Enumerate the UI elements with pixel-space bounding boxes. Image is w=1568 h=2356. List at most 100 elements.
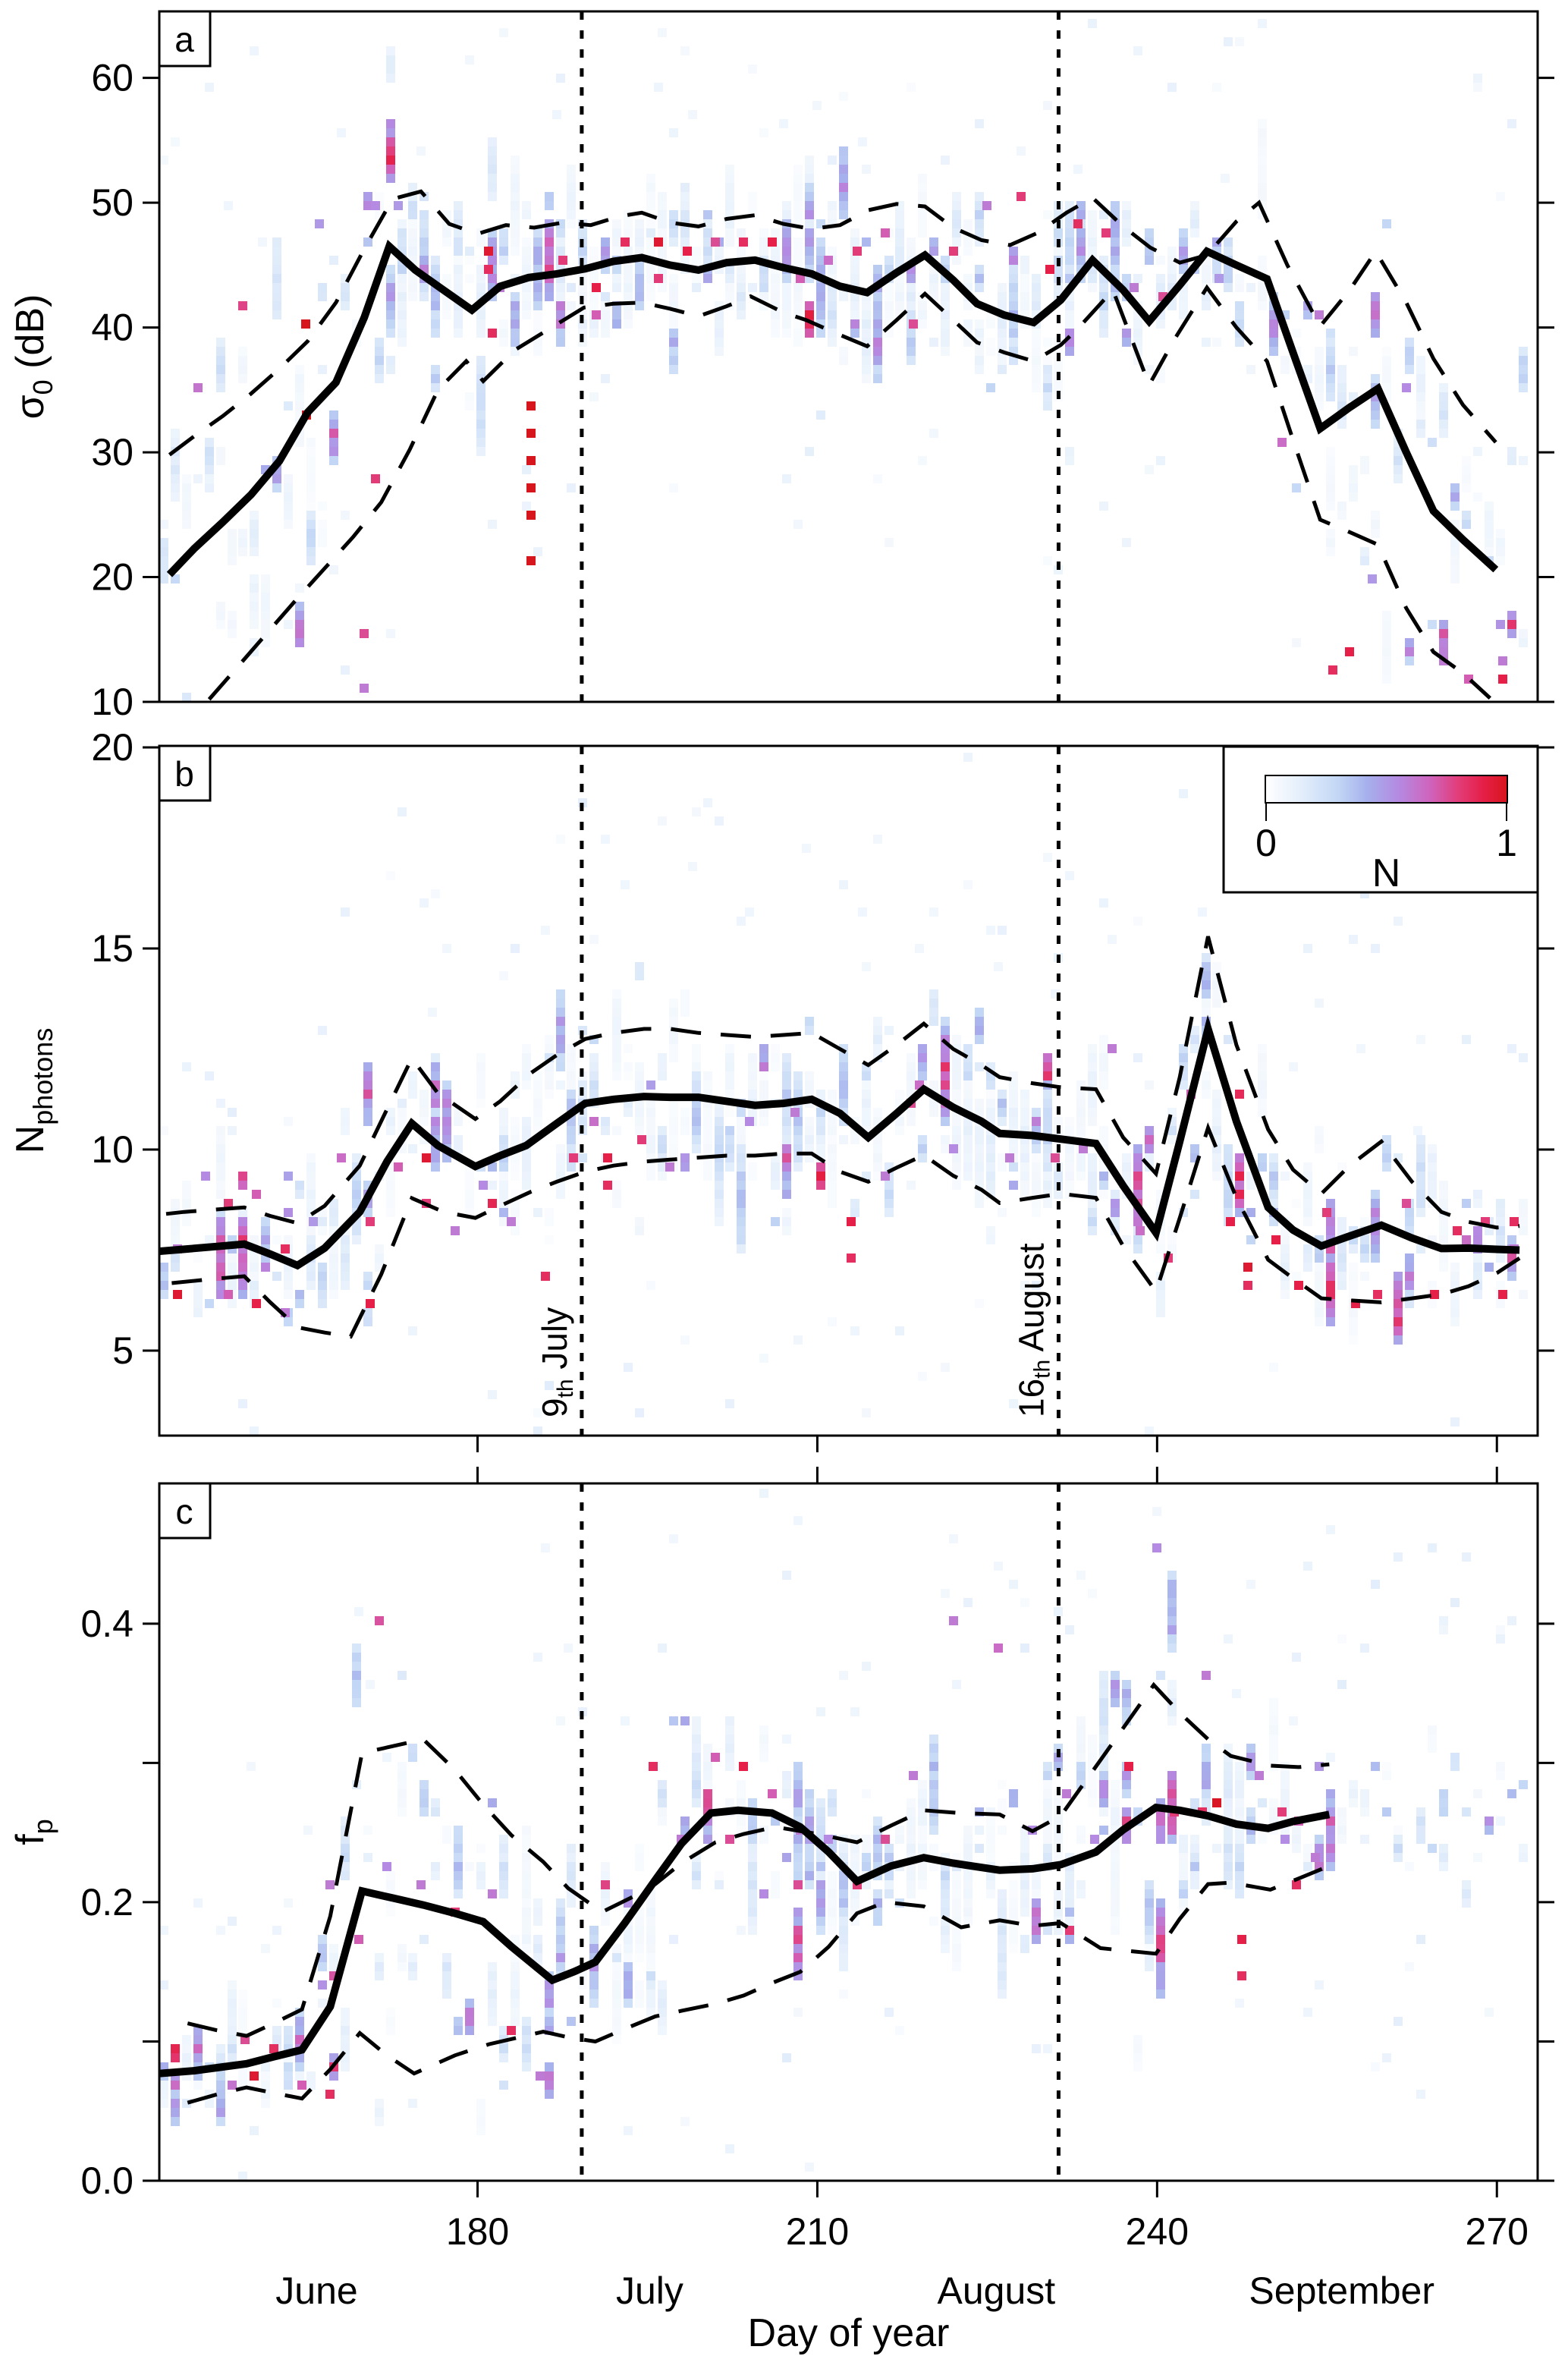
heat-tile	[839, 292, 848, 301]
heat-tile	[1111, 219, 1120, 228]
heat-tile	[680, 192, 690, 201]
heat-tile	[862, 1080, 871, 1090]
heat-tile	[646, 1999, 655, 2008]
heat-tile	[1292, 1653, 1301, 1662]
heat-tile	[1043, 1053, 1052, 1062]
heat-tile	[1224, 1780, 1233, 1789]
heat-tile	[1076, 1153, 1086, 1162]
heat-tile	[556, 1716, 565, 1725]
heat-tile	[1111, 265, 1120, 274]
heat-tile	[238, 2008, 247, 2017]
heatmap-tiles-panel-b	[160, 753, 1528, 1435]
heat-tile	[1009, 247, 1018, 256]
heat-tile	[793, 1071, 803, 1080]
heat-tile	[1032, 1281, 1041, 1290]
heat-tile	[1099, 1689, 1108, 1698]
heat-tile	[1156, 1917, 1165, 1926]
heat-tile	[488, 1798, 497, 1807]
heat-tile	[839, 1908, 848, 1917]
heat-tile	[228, 529, 237, 538]
heat-tile	[1065, 1908, 1074, 1917]
heat-tile	[805, 183, 814, 192]
heat-tile	[205, 465, 214, 474]
lower-quantile-line-b	[171, 1122, 1521, 1339]
heat-tile	[1076, 237, 1086, 247]
heat-tile	[669, 1126, 678, 1135]
heat-tile	[465, 2026, 474, 2035]
heat-tile	[759, 292, 768, 301]
heat-tile	[782, 1108, 791, 1117]
heat-tile	[1133, 1244, 1142, 1253]
heat-tile	[1156, 1308, 1165, 1317]
heat-tile	[771, 1053, 780, 1062]
heat-tile	[556, 1898, 565, 1908]
heat-tile	[1269, 1172, 1278, 1181]
heat-tile	[692, 1735, 701, 1744]
heat-tile	[386, 292, 395, 301]
upper-quantile-line-b	[165, 936, 1520, 1230]
heat-tile	[1136, 1226, 1145, 1235]
heat-tile	[986, 1099, 995, 1108]
heat-tile	[1439, 410, 1448, 420]
heat-tile	[1054, 228, 1063, 237]
heat-tile	[476, 329, 485, 338]
heat-tile	[793, 1144, 803, 1153]
heat-tile	[782, 1126, 791, 1135]
heat-tile	[759, 1080, 768, 1090]
y-tick-label-c: 0.4	[80, 1603, 134, 1645]
heat-tile	[1450, 1317, 1460, 1326]
heat-tile	[725, 2144, 734, 2153]
heat-tile	[748, 1071, 757, 1080]
heat-tile	[963, 1126, 973, 1135]
heat-tile	[862, 356, 871, 365]
heat-tile	[725, 1090, 734, 1099]
heat-tile	[556, 1008, 565, 1017]
heat-tile	[1054, 1817, 1063, 1826]
heat-tile	[329, 447, 338, 456]
heat-tile	[1485, 520, 1494, 529]
heat-tile	[567, 201, 576, 210]
heat-tile	[193, 1898, 203, 1908]
heat-tile	[386, 310, 395, 319]
heat-tile	[341, 1126, 350, 1135]
heat-tile	[160, 556, 168, 565]
heat-tile	[476, 410, 485, 420]
heat-tile	[1462, 1807, 1471, 1817]
heat-tile	[499, 1844, 508, 1853]
heat-tile	[975, 319, 984, 329]
heat-tile	[805, 329, 814, 338]
heat-tile	[1382, 1144, 1391, 1153]
heat-tile	[160, 1926, 168, 1935]
heat-tile	[1099, 292, 1108, 301]
heat-tile	[238, 2017, 247, 2026]
heat-tile	[526, 511, 536, 520]
heat-tile	[533, 256, 542, 265]
heat-tile	[250, 529, 259, 538]
heat-tile	[624, 1962, 633, 1971]
heat-tile	[1382, 665, 1391, 675]
heat-tile	[692, 1080, 701, 1090]
heat-tile	[1292, 1826, 1301, 1835]
heat-tile	[205, 456, 214, 465]
colorbar-min-label: 0	[1255, 822, 1277, 864]
heat-tile	[1303, 1217, 1312, 1226]
heat-tile	[533, 1898, 542, 1908]
heat-tile	[805, 1071, 814, 1080]
heat-tile	[363, 201, 372, 210]
heat-tile	[567, 1044, 576, 1053]
x-month-label: June	[275, 2269, 357, 2312]
heat-tile	[408, 292, 417, 301]
heat-tile	[918, 1062, 927, 1071]
heat-tile	[715, 310, 724, 319]
heat-tile	[325, 1880, 335, 1889]
heat-tile	[737, 228, 746, 237]
heat-tile	[692, 1798, 701, 1807]
heat-tile	[1428, 1181, 1437, 1190]
heat-tile	[397, 319, 407, 329]
heat-tile	[737, 274, 746, 283]
heat-tile	[1224, 1798, 1233, 1807]
heat-tile	[658, 1644, 667, 1653]
heat-tile	[488, 156, 497, 165]
heat-tile	[839, 1917, 848, 1926]
heat-tile	[295, 583, 304, 593]
